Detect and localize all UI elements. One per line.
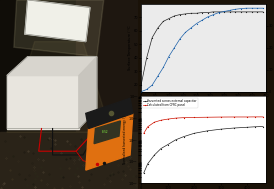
Calculated from CFRC panel: [146, 126, 149, 128]
Calculated from CFRC panel: [246, 116, 249, 118]
Harvested across external capacitor: [153, 154, 156, 156]
Calculated from CFRC panel: [166, 118, 169, 120]
Calculated from CFRC panel: [153, 121, 156, 123]
Harvested across external capacitor: [146, 163, 149, 165]
Harvested across external capacitor: [174, 139, 177, 141]
Calculated from CFRC panel: [206, 116, 209, 118]
Harvested across external capacitor: [261, 125, 265, 128]
Calculated from CFRC panel: [174, 117, 177, 119]
Polygon shape: [86, 98, 133, 129]
X-axis label: Time / min: Time / min: [193, 99, 214, 103]
Harvested across external capacitor: [142, 172, 145, 174]
Y-axis label: Normalised harvested energy / J: Normalised harvested energy / J: [123, 115, 127, 164]
Calculated from CFRC panel: [159, 119, 163, 121]
Polygon shape: [7, 42, 111, 132]
Line: Calculated from CFRC panel: Calculated from CFRC panel: [143, 116, 264, 134]
Calculated from CFRC panel: [142, 132, 145, 134]
Harvested across external capacitor: [182, 136, 185, 138]
Calculated from CFRC panel: [193, 116, 196, 119]
Polygon shape: [14, 0, 104, 57]
Polygon shape: [79, 57, 97, 129]
Polygon shape: [25, 0, 90, 42]
Calculated from CFRC panel: [253, 116, 257, 118]
Y-axis label: Surface Temperature / °C: Surface Temperature / °C: [129, 25, 132, 70]
Line: Harvested across external capacitor: Harvested across external capacitor: [143, 126, 264, 174]
Polygon shape: [86, 113, 133, 170]
Legend: Harvested across external capacitor, Calculated from CFRC panel: Harvested across external capacitor, Cal…: [142, 98, 198, 108]
Calculated from CFRC panel: [219, 116, 222, 118]
Harvested across external capacitor: [193, 132, 196, 134]
Bar: [76, 0, 138, 189]
Calculated from CFRC panel: [232, 116, 236, 118]
Calculated from CFRC panel: [182, 117, 185, 119]
Bar: [7, 76, 79, 129]
Bar: [0, 132, 138, 189]
Polygon shape: [7, 57, 97, 76]
Harvested across external capacitor: [166, 144, 169, 146]
Harvested across external capacitor: [246, 126, 249, 128]
Calculated from CFRC panel: [261, 116, 265, 118]
Harvested across external capacitor: [206, 130, 209, 132]
Harvested across external capacitor: [232, 127, 236, 129]
Text: 0.52: 0.52: [102, 130, 109, 134]
Polygon shape: [94, 121, 120, 144]
Harvested across external capacitor: [253, 126, 257, 128]
Harvested across external capacitor: [159, 147, 163, 150]
Harvested across external capacitor: [219, 128, 222, 130]
